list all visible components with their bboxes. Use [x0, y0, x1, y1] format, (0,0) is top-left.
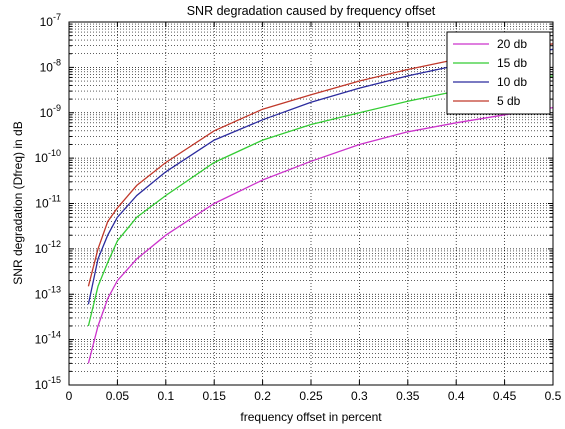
x-tick-label: 0.1 [157, 389, 174, 403]
legend-label: 5 db [497, 94, 521, 108]
legend: 20 db 15 db 10 db 5 db [446, 31, 551, 115]
x-tick-label: 0.15 [203, 389, 227, 403]
legend-label: 15 db [497, 56, 527, 70]
legend-label: 10 db [497, 75, 527, 89]
x-tick-label: 0.2 [254, 389, 271, 403]
x-tick-label: 0.45 [493, 389, 517, 403]
y-tick-label: 10-9 [40, 103, 61, 120]
legend-box [446, 31, 551, 115]
y-tick-label: 10-7 [40, 12, 61, 29]
legend-label: 20 db [497, 37, 527, 51]
series-line-20-db [87, 106, 554, 364]
y-tick-label: 10-11 [35, 194, 61, 211]
x-tick-label: 0 [66, 389, 73, 403]
y-tick-label: 10-15 [35, 375, 61, 392]
x-tick-label: 0.35 [396, 389, 420, 403]
y-tick-label: 10-14 [35, 330, 61, 347]
x-tick-label: 0.4 [448, 389, 465, 403]
y-tick-label: 10-13 [35, 284, 61, 301]
chart-title: SNR degradation caused by frequency offs… [187, 4, 436, 18]
y-tick-label: 10-12 [35, 239, 61, 256]
y-tick-label: 10-10 [35, 148, 61, 165]
x-axis-label: frequency offset in percent [240, 410, 382, 424]
y-tick-label: 10-8 [40, 57, 61, 74]
x-tick-label: 0.3 [351, 389, 368, 403]
x-tick-label: 0.25 [299, 389, 323, 403]
x-tick-label: 0.05 [106, 389, 130, 403]
x-tick-label: 0.5 [545, 389, 562, 403]
y-axis-label: SNR degradation (Dfreq) in dB [11, 121, 25, 284]
ticks: 0 0.05 0.1 0.15 0.2 0.25 0.3 0.35 0.4 0.45 0.5 10-1… [35, 12, 562, 403]
